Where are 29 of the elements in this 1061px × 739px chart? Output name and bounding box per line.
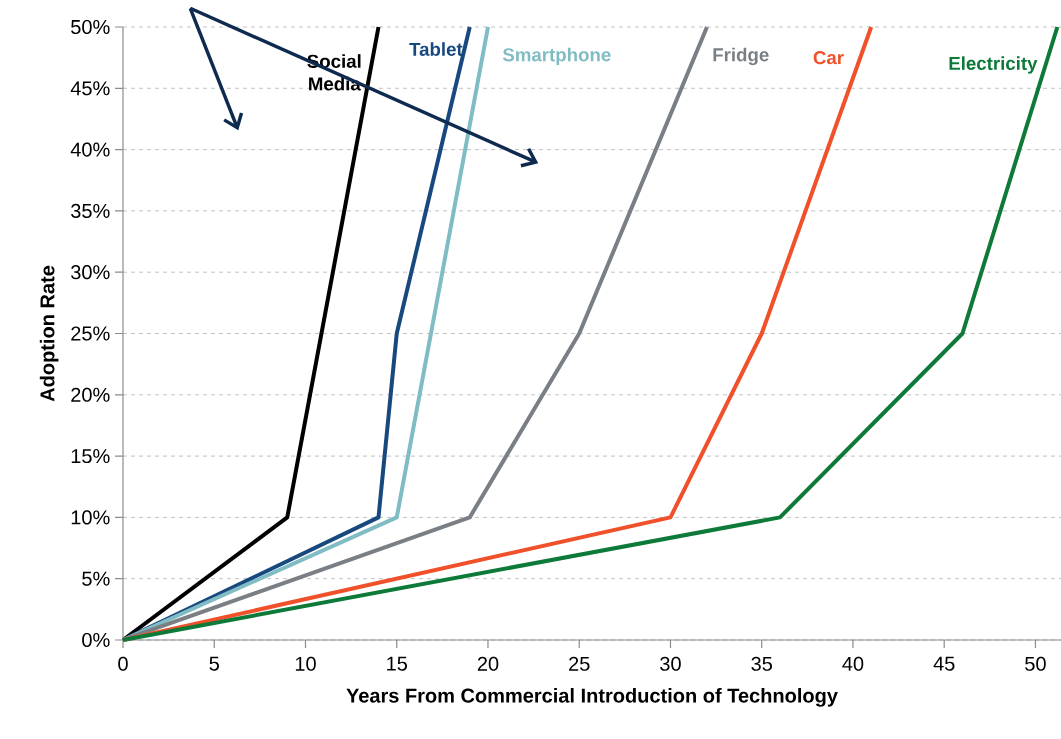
x-tick-label: 30 bbox=[660, 656, 681, 671]
series-label: Tablet bbox=[409, 42, 463, 56]
y-tick-label: 45% bbox=[70, 81, 110, 96]
y-tick-label: 0% bbox=[82, 632, 110, 648]
x-tick-label: 5 bbox=[209, 656, 219, 671]
y-tick-label: 25% bbox=[71, 326, 110, 341]
y-tick-label: 35% bbox=[71, 203, 110, 218]
y-tick-label: 50% bbox=[71, 19, 110, 35]
x-tick-label: 45 bbox=[933, 656, 955, 671]
x-tick-label: 0 bbox=[118, 656, 128, 671]
x-tick-label: 20 bbox=[477, 656, 499, 671]
y-tick-label: 40% bbox=[70, 142, 110, 157]
series-label: Electricity bbox=[949, 56, 1038, 74]
x-axis-title: Years From Commercial Introduction of Technology bbox=[346, 688, 838, 707]
x-tick-label: 25 bbox=[569, 656, 590, 671]
series-label: Fridge bbox=[713, 47, 769, 66]
y-tick-label: 30% bbox=[71, 265, 110, 280]
series-label: Car bbox=[813, 51, 844, 65]
y-tick-label: 15% bbox=[71, 449, 110, 464]
series-label: Smartphone bbox=[502, 47, 611, 66]
x-tick-label: 10 bbox=[295, 656, 316, 671]
x-tick-label: 15 bbox=[387, 656, 408, 671]
y-tick-label: 20% bbox=[71, 387, 110, 402]
y-axis-title: Adoption Rate bbox=[39, 265, 59, 402]
x-tick-label: 35 bbox=[751, 656, 772, 671]
y-tick-label: 5% bbox=[82, 571, 110, 586]
x-tick-label: 50 bbox=[1025, 656, 1046, 671]
x-tick-label: 40 bbox=[842, 656, 864, 671]
y-tick-label: 10% bbox=[71, 510, 110, 525]
